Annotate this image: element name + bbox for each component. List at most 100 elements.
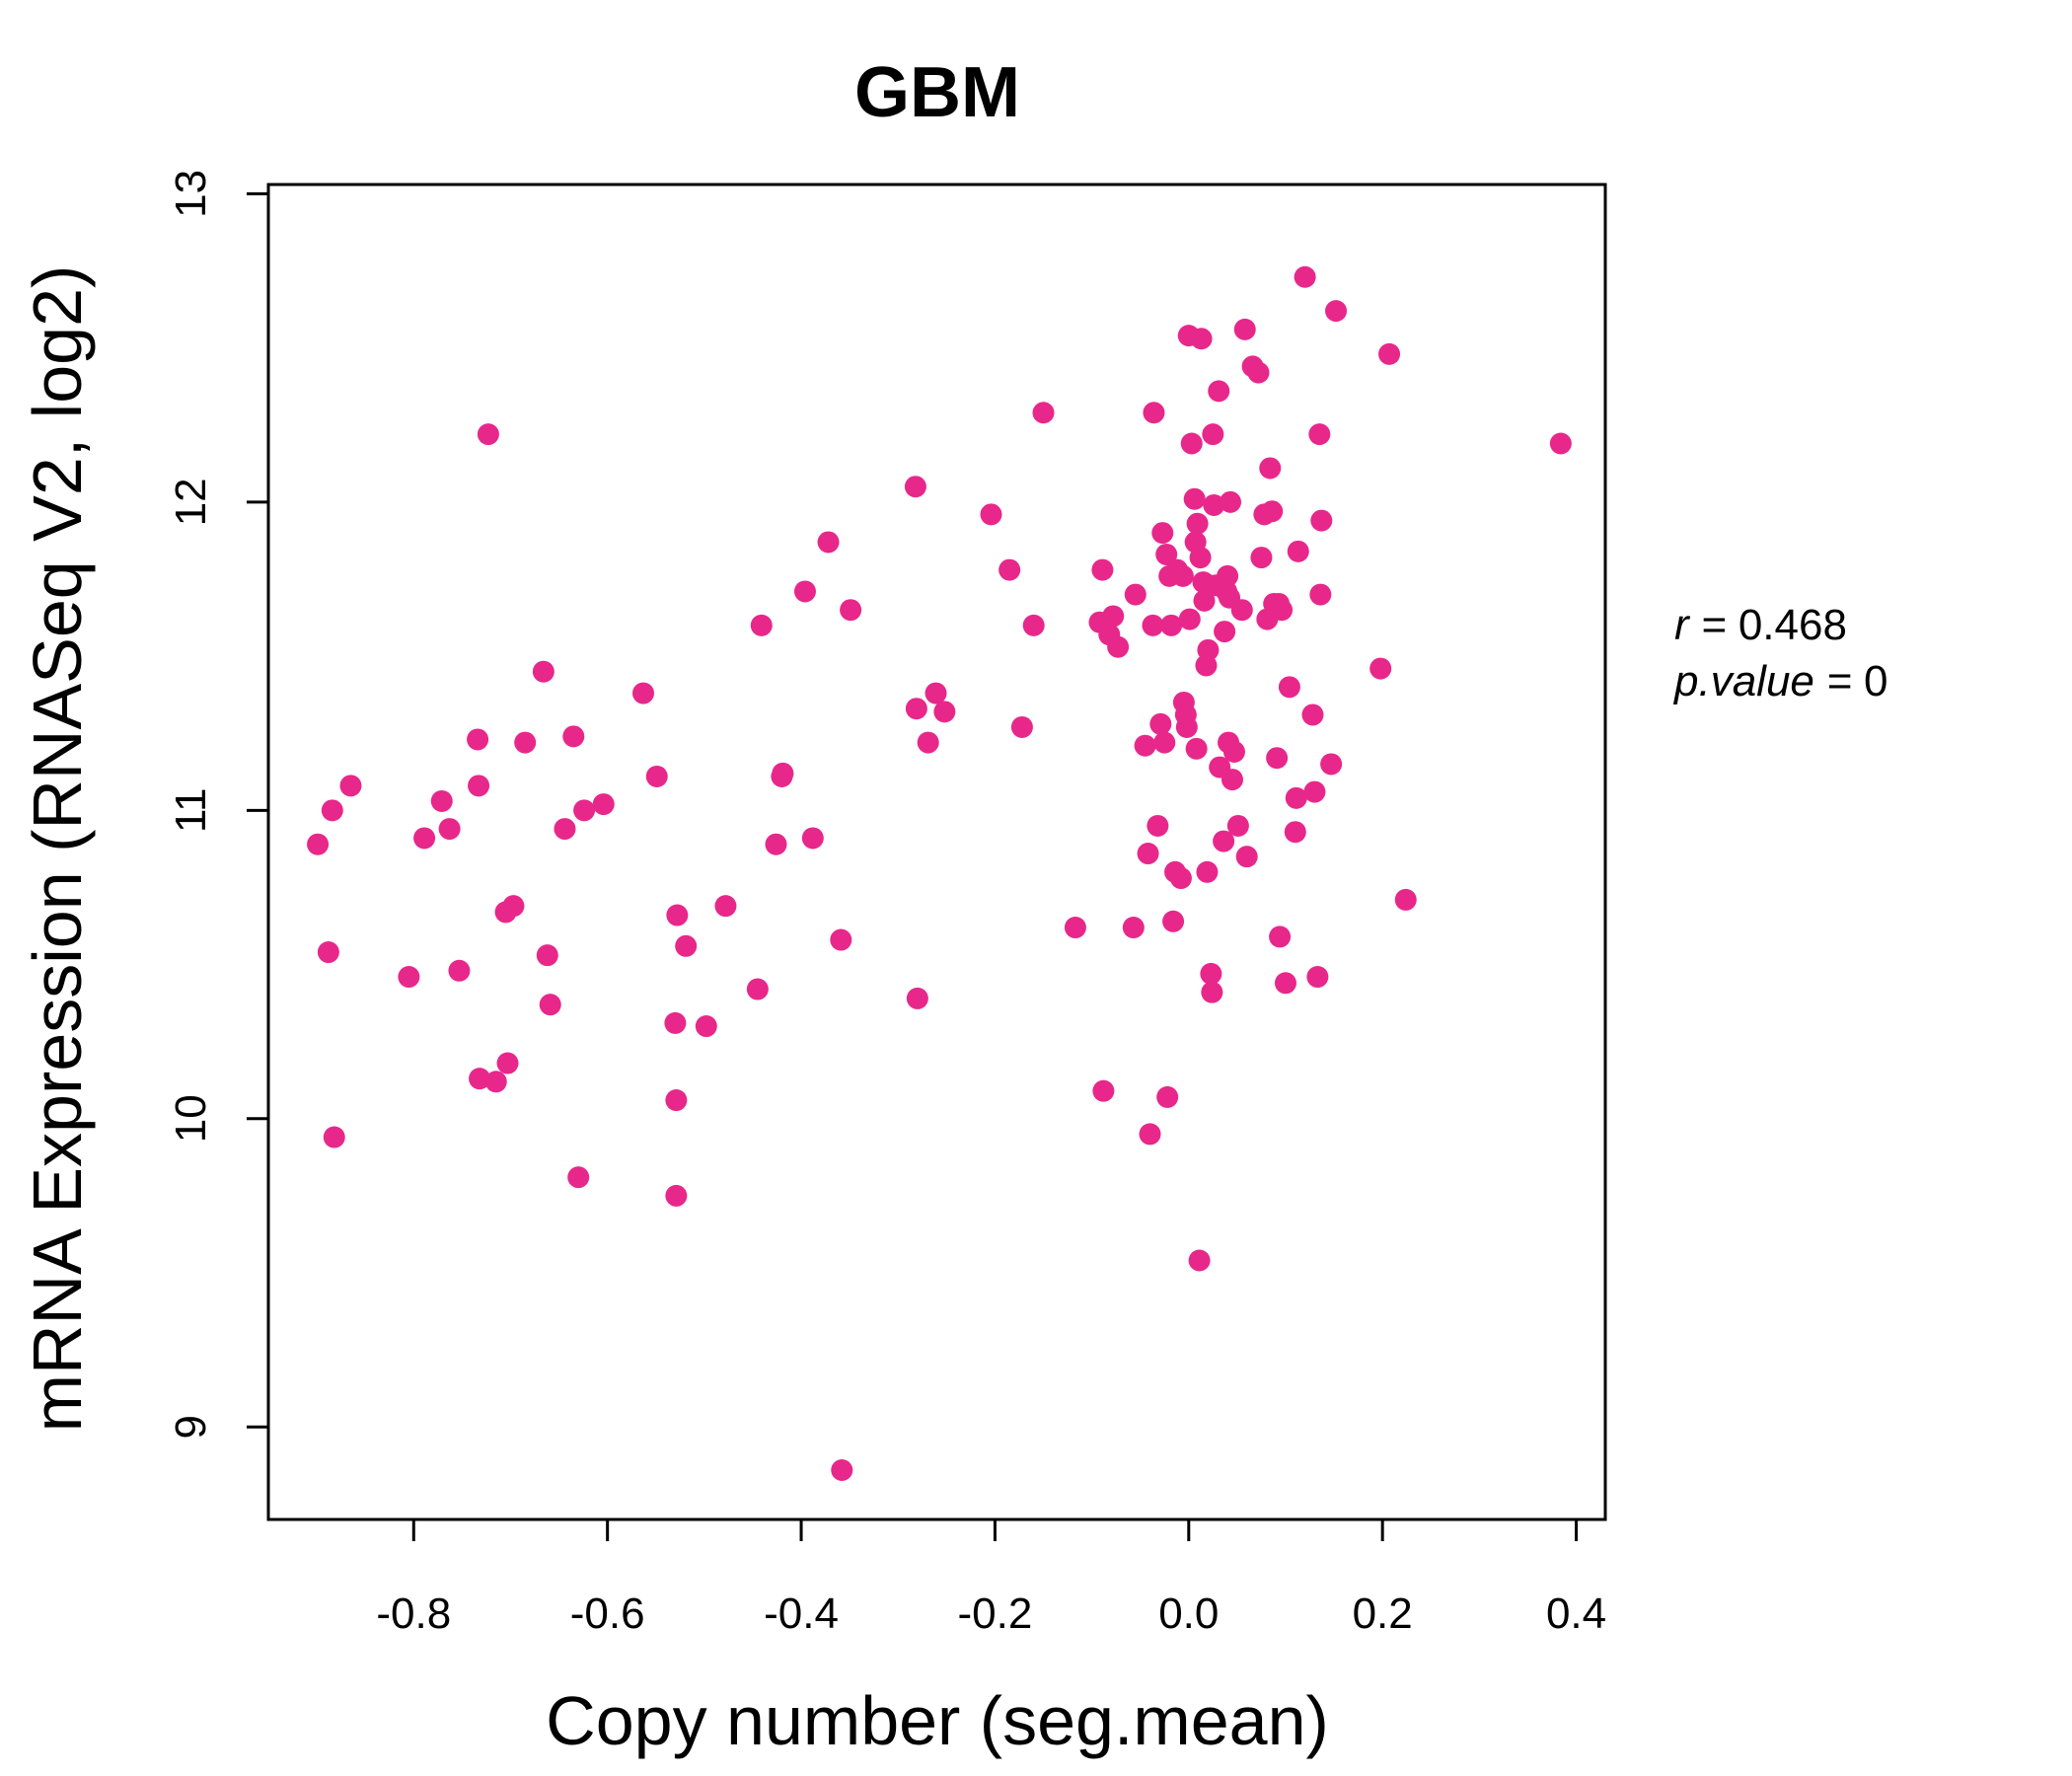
data-point bbox=[1142, 614, 1164, 636]
data-point bbox=[502, 895, 525, 918]
data-point bbox=[1235, 846, 1258, 868]
r-equals: = bbox=[1689, 601, 1739, 649]
data-point bbox=[339, 775, 362, 797]
data-point bbox=[906, 987, 928, 1009]
data-point bbox=[933, 701, 956, 723]
data-point bbox=[1153, 731, 1176, 754]
data-point bbox=[1325, 300, 1348, 323]
data-point bbox=[1185, 737, 1208, 760]
data-point bbox=[1202, 423, 1224, 446]
data-point bbox=[1149, 712, 1172, 735]
data-point bbox=[1394, 888, 1417, 911]
p-label: p.value bbox=[1672, 657, 1814, 705]
data-point bbox=[840, 599, 862, 622]
data-point bbox=[750, 614, 773, 636]
data-point bbox=[665, 1089, 688, 1112]
x-tick-label: -0.6 bbox=[570, 1590, 645, 1638]
data-point bbox=[1147, 814, 1169, 837]
data-point bbox=[592, 793, 615, 816]
data-point bbox=[1188, 1249, 1211, 1272]
data-point bbox=[980, 503, 1002, 526]
data-point bbox=[1278, 676, 1300, 699]
data-point bbox=[1250, 547, 1273, 569]
data-point bbox=[317, 941, 339, 964]
y-tick-label: 11 bbox=[167, 787, 215, 833]
data-point bbox=[573, 799, 596, 822]
data-point bbox=[1189, 547, 1212, 569]
p-value: 0 bbox=[1864, 657, 1887, 705]
data-point bbox=[1200, 962, 1222, 985]
data-point bbox=[1196, 860, 1219, 883]
data-point bbox=[1022, 614, 1045, 636]
data-point bbox=[398, 966, 420, 989]
r-label: r bbox=[1674, 601, 1691, 649]
data-point bbox=[1247, 361, 1270, 384]
data-point bbox=[817, 531, 840, 554]
r-value: 0.468 bbox=[1739, 601, 1847, 649]
data-point bbox=[532, 660, 555, 683]
chart-title: GBM bbox=[854, 53, 1020, 132]
data-point bbox=[1107, 635, 1130, 658]
data-point bbox=[999, 558, 1021, 581]
data-point bbox=[1287, 540, 1309, 562]
data-point bbox=[1032, 402, 1055, 424]
data-point bbox=[746, 978, 769, 1000]
data-points bbox=[307, 265, 1572, 1482]
data-point bbox=[1137, 843, 1159, 865]
data-point bbox=[467, 728, 489, 751]
data-point bbox=[321, 799, 343, 822]
data-point bbox=[323, 1126, 345, 1148]
data-point bbox=[1183, 487, 1206, 510]
data-point bbox=[830, 928, 852, 951]
data-point bbox=[1220, 490, 1242, 513]
data-point bbox=[1274, 972, 1296, 995]
data-point bbox=[539, 994, 561, 1016]
x-tick-label: 0.2 bbox=[1353, 1590, 1413, 1638]
data-point bbox=[1175, 715, 1198, 738]
data-point bbox=[695, 1015, 717, 1038]
data-point bbox=[567, 1166, 590, 1189]
data-point bbox=[1261, 500, 1284, 523]
data-point bbox=[468, 775, 490, 797]
data-point bbox=[430, 789, 453, 812]
data-point bbox=[1134, 734, 1156, 757]
data-point bbox=[645, 765, 668, 787]
x-tick-label: -0.8 bbox=[376, 1590, 451, 1638]
x-axis-title: Copy number (seg.mean) bbox=[546, 1682, 1329, 1759]
data-point bbox=[1309, 583, 1332, 606]
data-point bbox=[765, 833, 787, 855]
data-point bbox=[714, 895, 737, 918]
data-point bbox=[1092, 1079, 1115, 1102]
data-point bbox=[666, 904, 689, 926]
data-point bbox=[1160, 614, 1183, 636]
plot-frame bbox=[266, 183, 1607, 1521]
data-point bbox=[1233, 318, 1256, 340]
data-point bbox=[1310, 509, 1333, 532]
data-point bbox=[1217, 564, 1239, 587]
data-point bbox=[925, 682, 947, 704]
data-point bbox=[469, 1068, 491, 1090]
data-point bbox=[1213, 830, 1235, 852]
data-point bbox=[1214, 621, 1236, 643]
data-point bbox=[1284, 821, 1306, 844]
data-point bbox=[1549, 432, 1572, 455]
data-point bbox=[413, 827, 436, 850]
y-tick-label: 10 bbox=[167, 1094, 215, 1143]
data-point bbox=[1171, 564, 1194, 587]
data-point bbox=[1378, 342, 1401, 365]
data-point bbox=[1203, 493, 1225, 516]
y-axis-title: mRNA Expression (RNASeq V2, log2) bbox=[19, 265, 96, 1433]
data-point bbox=[1369, 657, 1392, 680]
data-point bbox=[1208, 380, 1230, 403]
data-point bbox=[1091, 558, 1114, 581]
data-point bbox=[1230, 599, 1253, 622]
data-point bbox=[675, 934, 698, 957]
data-point bbox=[1308, 423, 1331, 446]
data-point bbox=[1271, 599, 1294, 622]
data-point bbox=[1303, 780, 1326, 803]
data-point bbox=[1301, 703, 1324, 726]
data-point bbox=[562, 725, 585, 748]
data-point bbox=[1169, 867, 1192, 890]
p-equals: = bbox=[1814, 657, 1864, 705]
